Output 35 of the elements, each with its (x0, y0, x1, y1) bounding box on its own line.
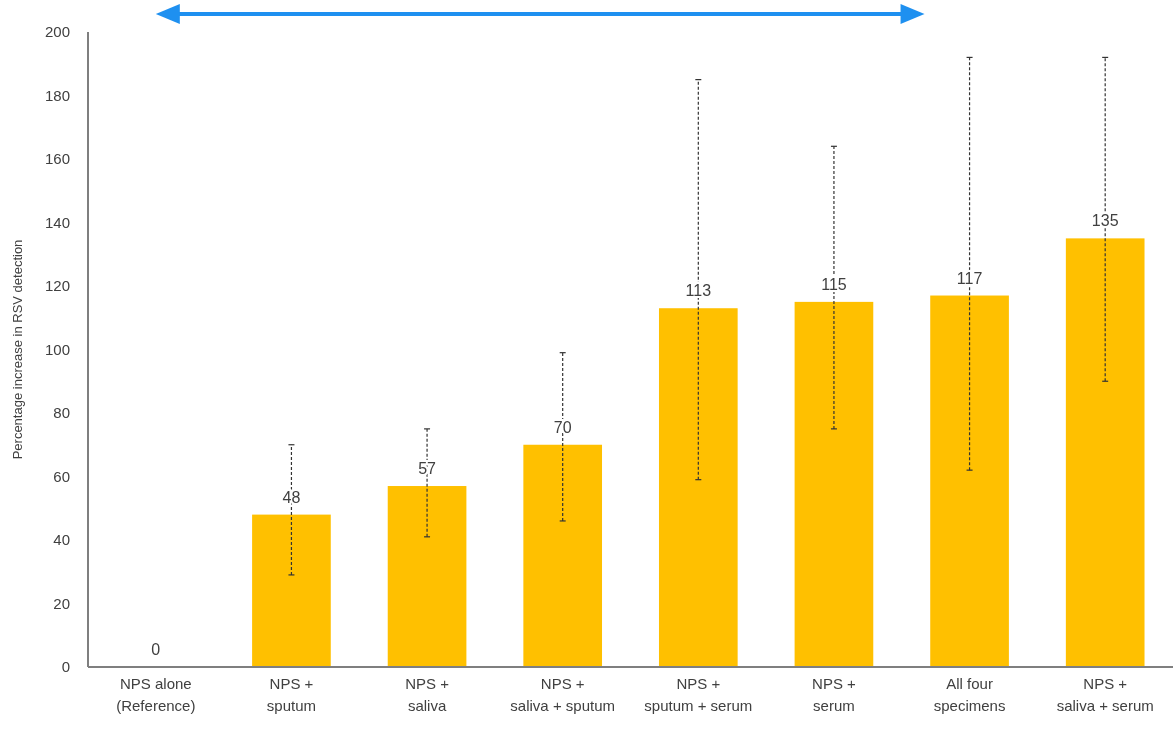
y-tick-label: 140 (44, 213, 70, 231)
data-label: 113 (685, 282, 712, 300)
x-tick-label: All four specimens (933, 675, 1006, 714)
data-label: 70 (553, 418, 572, 436)
y-tick-label: 40 (53, 531, 70, 549)
y-tick-label: 80 (53, 404, 70, 422)
bar (658, 308, 738, 667)
bar (1065, 238, 1145, 667)
y-tick-label: 180 (44, 86, 70, 104)
x-tick-label: NPS alone (Reference) (116, 675, 196, 714)
data-label: 57 (418, 460, 437, 478)
y-tick-label: 100 (44, 340, 70, 358)
y-tick-label: 20 (53, 594, 70, 612)
y-tick-label: 120 (44, 277, 70, 295)
x-tick-label: NPS + saliva (405, 675, 450, 714)
data-label: 135 (1091, 212, 1119, 230)
data-label: 115 (821, 275, 847, 293)
bar (387, 486, 467, 667)
x-tick-label: NPS + serum (812, 675, 857, 714)
bar (523, 444, 603, 667)
y-tick-label: 160 (44, 150, 70, 168)
x-tick-label: NPS + saliva + sputum (510, 675, 616, 714)
bar (252, 514, 331, 667)
bar (930, 295, 1009, 667)
data-label: 117 (956, 269, 983, 287)
x-tick-label: NPS + sputum (266, 675, 317, 714)
x-tick-label: NPS + saliva + serum (1056, 675, 1154, 714)
data-label: 0 (151, 641, 161, 658)
y-axis-title: Percentage increase in RSV detection (10, 239, 25, 460)
y-tick-label: 60 (53, 467, 70, 485)
y-tick-label: 200 (44, 23, 70, 41)
bar (794, 301, 874, 667)
x-tick-label: NPS + sputum + serum (644, 675, 753, 714)
y-tick-label: 0 (61, 658, 70, 676)
data-label: 48 (282, 488, 301, 506)
